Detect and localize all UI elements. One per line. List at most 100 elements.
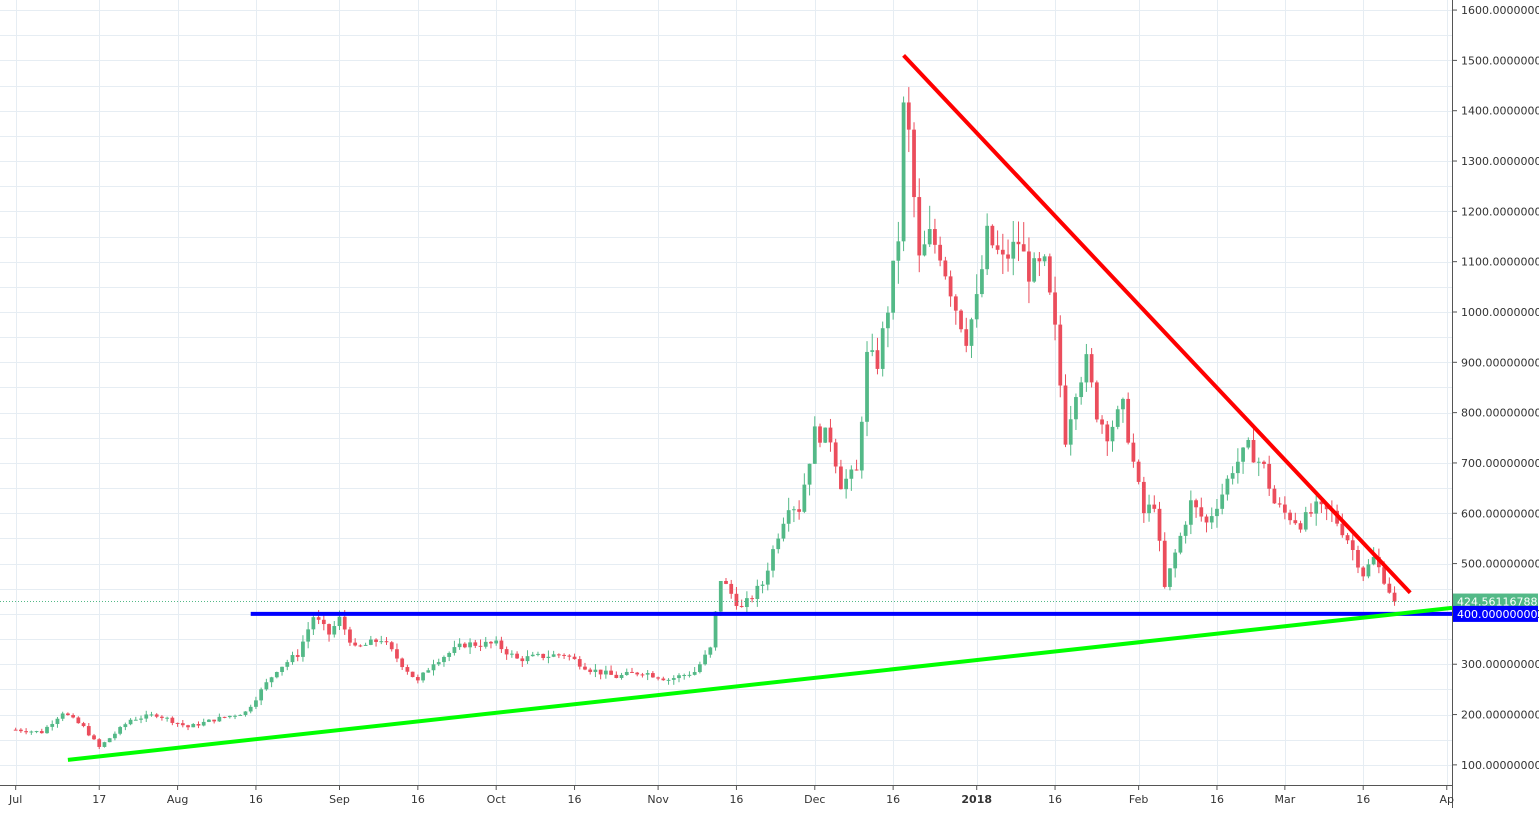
candle-body: [154, 714, 159, 717]
candle-body: [321, 619, 326, 625]
price-tick-label: 900.00000000: [1461, 356, 1539, 369]
candle-body: [886, 312, 890, 329]
candle-body: [76, 717, 81, 724]
time-tick-label: 16: [1210, 793, 1224, 806]
candle-body: [442, 656, 446, 663]
candle-body: [635, 672, 640, 675]
candle-body: [750, 598, 754, 600]
candle-body: [1006, 254, 1010, 259]
price-tick-label: 800.00000000: [1461, 407, 1539, 420]
candle-body: [1183, 524, 1188, 536]
candle-body: [624, 671, 629, 675]
candle-body: [133, 719, 138, 721]
candle-body: [708, 647, 713, 655]
candle-body: [849, 469, 854, 479]
candle-body: [614, 674, 619, 678]
candle-body: [692, 672, 697, 675]
candle-body: [1204, 516, 1209, 523]
candle-body: [1152, 504, 1157, 509]
price-axis-bg: [1452, 0, 1539, 808]
candle-body: [792, 509, 796, 511]
candle-body: [734, 593, 739, 606]
candle-body: [1032, 258, 1037, 282]
candle-body: [180, 723, 185, 726]
candle-body: [280, 666, 284, 673]
candle-body: [1141, 481, 1146, 514]
candle-body: [818, 426, 822, 443]
time-tick-label: Nov: [647, 793, 669, 806]
candle-body: [1063, 385, 1068, 445]
candle-body: [264, 682, 269, 690]
candle-body: [922, 244, 927, 256]
time-tick-label: Oct: [487, 793, 507, 806]
candle-body: [567, 655, 572, 657]
candle-body: [34, 731, 39, 733]
candle-body: [410, 671, 415, 678]
time-tick-label: 16: [886, 793, 900, 806]
candle-body: [640, 674, 645, 676]
candle-body: [128, 719, 133, 725]
candle-body: [718, 580, 723, 612]
candle-body: [243, 711, 248, 715]
candle-body: [572, 656, 577, 660]
candles-layer: [13, 87, 1397, 750]
candle-body: [515, 653, 519, 659]
candle-body: [880, 328, 885, 369]
candle-body: [1209, 516, 1214, 523]
candle-body: [1220, 494, 1225, 509]
candle-body: [1131, 442, 1136, 462]
candle-body: [207, 719, 211, 722]
time-tick-label: 16: [1048, 793, 1062, 806]
candle-body: [661, 678, 666, 681]
candle-body: [92, 735, 96, 740]
candle-body: [650, 673, 655, 678]
time-tick-label: 17: [92, 793, 106, 806]
candle-body: [332, 626, 337, 635]
price-tick-label: 300.00000000: [1461, 658, 1539, 671]
time-tick-label: Sep: [329, 793, 350, 806]
candle-body: [431, 664, 436, 671]
time-tick-label: Jul: [8, 793, 22, 806]
candle-body: [823, 427, 828, 443]
candle-body: [462, 643, 467, 648]
candle-body: [139, 718, 143, 720]
candle-body: [901, 102, 906, 242]
candle-body: [509, 653, 514, 655]
time-tick-label: Ap: [1440, 793, 1455, 806]
candle-body: [776, 538, 781, 550]
candle-body: [50, 723, 55, 727]
candle-body: [974, 294, 979, 320]
candle-body: [483, 641, 488, 647]
candle-body: [24, 731, 28, 733]
candle-body: [1157, 508, 1162, 541]
candle-body: [1105, 424, 1110, 442]
candle-body: [468, 642, 472, 648]
drawings-layer[interactable]: [0, 53, 1453, 762]
candle-body: [812, 426, 817, 464]
candle-body: [1340, 523, 1345, 536]
price-tick-label: 100.00000000: [1461, 759, 1539, 772]
trend-up-line[interactable]: [67, 605, 1453, 762]
candle-body: [55, 718, 60, 724]
candle-body: [1235, 461, 1240, 474]
candle-body: [906, 102, 911, 130]
candle-body: [1309, 512, 1313, 514]
candle-body: [254, 700, 258, 707]
trend-down-line[interactable]: [902, 53, 1412, 595]
price-tick-label: 1500.00000000: [1461, 54, 1539, 67]
candle-body: [379, 641, 384, 643]
grid-layer: [0, 0, 1452, 785]
candle-body: [1319, 501, 1324, 505]
candle-body: [1267, 463, 1272, 489]
candle-body: [953, 296, 958, 311]
candle-body: [1246, 440, 1251, 448]
candle-body: [165, 717, 170, 719]
candle-body: [1272, 488, 1277, 504]
candle-body: [1194, 500, 1198, 508]
candle-body: [656, 677, 660, 679]
candle-body: [556, 654, 561, 656]
candle-body: [1230, 473, 1235, 479]
candle-body: [917, 197, 922, 256]
